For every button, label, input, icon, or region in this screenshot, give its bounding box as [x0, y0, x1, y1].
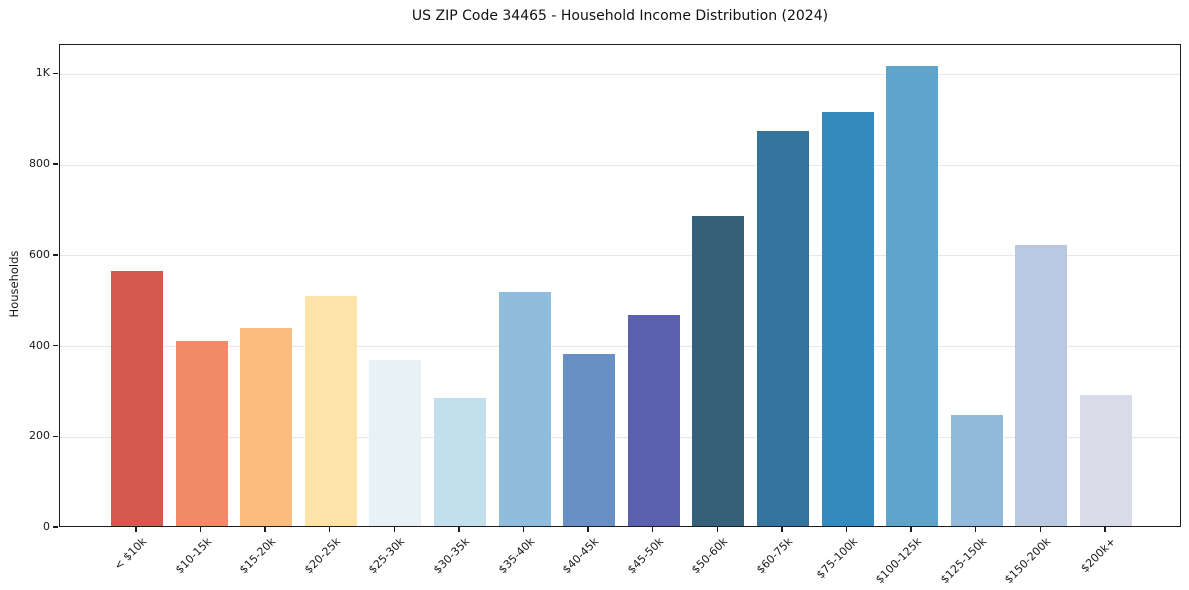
x-tick-label: $50-60k — [689, 535, 731, 577]
bar-20-25k — [304, 295, 357, 526]
x-tick-mark — [652, 527, 654, 532]
x-tick-mark — [716, 527, 718, 532]
bar-40-45k — [563, 353, 616, 526]
x-tick-label: $75-100k — [813, 535, 860, 582]
x-tick-mark — [393, 527, 395, 532]
x-tick-mark — [199, 527, 202, 532]
x-tick-label: $20-25k — [301, 535, 343, 577]
bar-15-20k — [240, 327, 293, 526]
x-tick-label: $10-15k — [172, 535, 214, 577]
x-tick-mark — [329, 527, 331, 532]
gridline-800 — [60, 164, 1180, 166]
bar-45-50k — [627, 315, 680, 526]
bar-25-30k — [369, 360, 422, 526]
x-tick-label: $60-75k — [753, 535, 796, 577]
bar-50-60k — [692, 215, 745, 526]
y-tick-label: 800 — [29, 157, 50, 171]
x-tick-mark — [781, 527, 783, 532]
y-tick-label: 0 — [43, 520, 50, 533]
bar-75-100k — [821, 111, 874, 526]
gridline-400 — [60, 346, 1180, 348]
x-tick-mark — [1104, 527, 1106, 532]
y-tick-mark — [53, 435, 58, 437]
bar-30-35k — [433, 397, 486, 526]
x-tick-mark — [458, 527, 460, 532]
y-tick-label: 400 — [29, 338, 50, 352]
x-tick-label: $40-45k — [560, 535, 602, 577]
x-tick-label: $15-20k — [237, 535, 279, 577]
x-tick-label: $100-125k — [873, 535, 925, 587]
x-tick-mark — [910, 527, 912, 532]
gridline-600 — [60, 255, 1180, 257]
y-tick-mark — [53, 254, 58, 256]
x-tick-label: $200k+ — [1078, 535, 1119, 576]
y-tick-mark — [53, 344, 58, 347]
bar-150-200k — [1015, 244, 1068, 526]
x-tick-label: < $10k — [111, 535, 150, 573]
bar-10k — [110, 271, 163, 526]
x-tick-label: $45-50k — [624, 535, 666, 577]
x-tick-label: $30-35k — [430, 535, 473, 577]
bar-125-150k — [950, 414, 1003, 526]
chart-title: US ZIP Code 34465 - Household Income Dis… — [411, 8, 829, 24]
y-tick-label: 1K — [35, 66, 50, 80]
bar-60-75k — [756, 130, 809, 526]
bar-200k — [1079, 394, 1132, 526]
y-tick-mark — [53, 163, 58, 165]
x-tick-label: $150-200k — [1002, 535, 1054, 587]
x-tick-mark — [975, 527, 977, 532]
bar-10-15k — [175, 340, 228, 526]
x-tick-label: $125-150k — [937, 535, 989, 587]
x-tick-mark — [587, 527, 589, 532]
gridline-1K — [60, 73, 1180, 75]
y-axis-title: Households — [7, 250, 21, 318]
bar-100-125k — [886, 66, 939, 526]
y-tick-label: 600 — [29, 247, 50, 261]
y-tick-mark — [53, 72, 58, 75]
bars-layer — [60, 45, 1180, 526]
x-tick-mark — [845, 527, 848, 532]
y-tick-mark — [53, 526, 58, 528]
y-tick-label: 200 — [29, 429, 50, 443]
x-tick-mark — [264, 527, 266, 532]
gridline-200 — [60, 436, 1180, 438]
plot-area — [59, 44, 1181, 527]
bar-35-40k — [498, 291, 551, 526]
x-tick-mark — [522, 527, 525, 532]
x-tick-label: $25-30k — [366, 535, 408, 577]
x-tick-mark — [135, 527, 137, 532]
x-tick-mark — [1039, 527, 1041, 532]
gridlines-layer — [60, 45, 1180, 526]
x-tick-label: $35-40k — [495, 535, 537, 577]
